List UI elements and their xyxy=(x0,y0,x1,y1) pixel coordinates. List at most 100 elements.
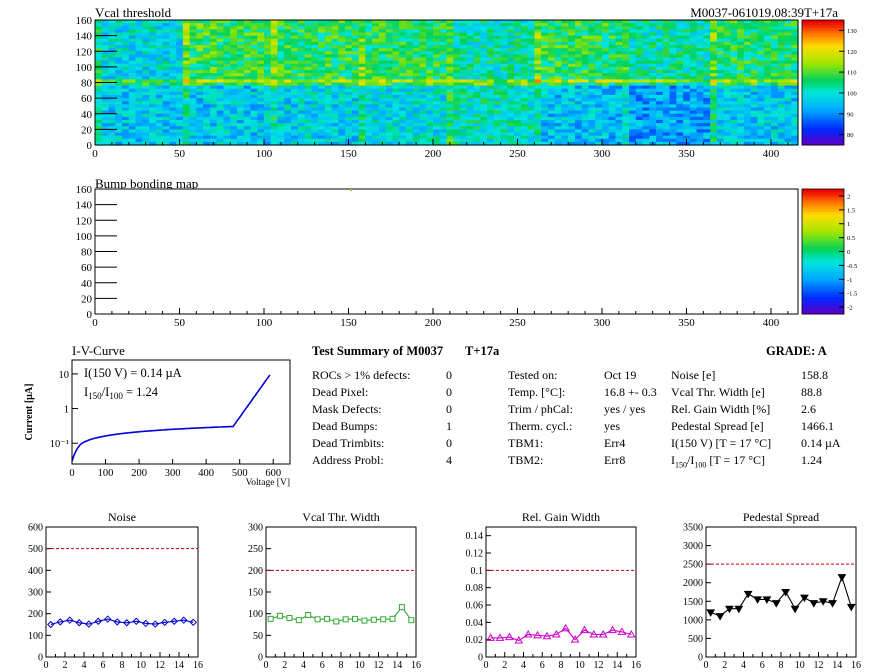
summary-point xyxy=(570,635,580,643)
summary-x-tick-label: 0 xyxy=(264,660,269,671)
map-y-tick-label: 0 xyxy=(87,309,93,321)
summary-x-tick-label: 16 xyxy=(193,660,203,671)
summary-point xyxy=(762,596,772,604)
summary-point xyxy=(725,605,734,614)
summary-point xyxy=(608,625,617,634)
summary-chart-frame xyxy=(265,526,417,658)
summary-value: 2.6 xyxy=(801,402,816,416)
summary-series-line xyxy=(490,627,632,642)
summary-point xyxy=(846,603,856,612)
summary-y-tick-label: 0.12 xyxy=(466,549,484,560)
summary-x-tick-label: 14 xyxy=(392,660,402,671)
iv-title: I-V-Curve xyxy=(72,343,125,358)
map-y-tick-label: 60 xyxy=(81,93,93,105)
summary-y-tick-label: 0.02 xyxy=(466,635,484,646)
bump-map-frame xyxy=(94,188,799,315)
summary-label: Noise [e] xyxy=(671,368,716,382)
map-y-tick-label: 20 xyxy=(81,124,93,136)
iv-xlabel: Voltage [V] xyxy=(246,478,290,488)
summary-y-tick-label: 600 xyxy=(28,523,43,534)
summary-point xyxy=(380,616,387,623)
summary-label: Therm. cycl.: xyxy=(508,419,573,433)
summary-x-tick-label: 6 xyxy=(760,660,765,671)
map-y-tick-label: 160 xyxy=(76,184,93,196)
summary-point xyxy=(47,620,55,629)
summary-point xyxy=(277,612,284,619)
iv-y-tick-label: 1 xyxy=(64,405,69,416)
summary-y-tick-label: 100 xyxy=(28,631,43,642)
summary-point xyxy=(286,615,293,621)
bump-bonding-panel: Bump bonding map 0 50 100 150 200 250 300 350 40… xyxy=(0,172,896,332)
summary-chart-0: Noise 0 100 200 300 400 500 600 0 2 4 6 8 10 12 14 16 xyxy=(28,510,203,671)
vcal-map-title: Vcal threshold xyxy=(95,5,172,20)
summary-value: yes xyxy=(604,419,620,433)
bump-map-title: Bump bonding map xyxy=(95,176,198,191)
summary-x-tick-label: 6 xyxy=(320,660,325,671)
summary-label: I(150 V) [T = 17 °C] xyxy=(671,436,772,450)
summary-point xyxy=(180,616,188,624)
map-x-tick-label: 300 xyxy=(594,148,611,160)
iv-y-tick-label: 10⁻¹ xyxy=(50,439,69,450)
summary-y-tick-label: 300 xyxy=(28,588,43,599)
summary-x-tick-label: 8 xyxy=(339,660,344,671)
palette-label: -2 xyxy=(847,305,852,312)
summary-point xyxy=(753,596,762,604)
summary-x-tick-label: 4 xyxy=(301,660,306,671)
palette-label: 1.5 xyxy=(847,207,855,214)
summary-y-tick-label: 0.08 xyxy=(466,583,484,594)
summary-point xyxy=(132,617,140,625)
summary-value: Err8 xyxy=(604,453,626,467)
summary-y-tick-label: 1500 xyxy=(683,597,703,608)
summary-x-tick-label: 6 xyxy=(540,660,545,671)
summary-x-tick-label: 0 xyxy=(484,660,489,671)
summary-y-tick-label: 200 xyxy=(28,609,43,620)
summary-series-line xyxy=(710,575,852,617)
summary-y-tick-label: 250 xyxy=(248,544,263,555)
module-label: M0037-061019.08:39T+17a xyxy=(690,5,838,20)
summary-point xyxy=(495,633,505,641)
summary-point xyxy=(352,615,359,622)
palette-label: 80 xyxy=(847,132,854,139)
summary-point xyxy=(828,600,837,608)
map-x-tick-label: 350 xyxy=(678,317,695,329)
summary-label: I150/I100 [T = 17 °C] xyxy=(671,453,766,470)
summary-chart-1: Vcal Thr. Width 0 50 100 150 200 250 300 0 2 4 6 8 10… xyxy=(248,510,421,671)
summary-label: Dead Trimbits: xyxy=(312,436,385,450)
summary-y-tick-label: 200 xyxy=(248,566,263,577)
map-y-tick-label: 120 xyxy=(76,46,93,58)
map-x-tick-label: 300 xyxy=(594,317,611,329)
summary-x-tick-label: 2 xyxy=(282,660,287,671)
summary-point xyxy=(85,620,93,628)
iv-x-tick-label: 0 xyxy=(69,468,74,479)
summary-series-line xyxy=(50,618,194,626)
summary-temp: T+17a xyxy=(465,344,500,358)
summary-y-tick-label: 100 xyxy=(248,609,263,620)
summary-grade: GRADE: A xyxy=(766,344,827,358)
summary-point xyxy=(837,574,847,582)
summary-value: 158.8 xyxy=(801,368,828,382)
summary-y-tick-label: 0.04 xyxy=(466,618,484,629)
summary-x-tick-label: 8 xyxy=(120,660,125,671)
summary-x-tick-label: 14 xyxy=(612,660,622,671)
summary-point xyxy=(809,600,819,608)
summary-y-tick-label: 3500 xyxy=(683,523,703,534)
palette-label: 100 xyxy=(847,90,857,97)
summary-chart-frame xyxy=(705,526,857,658)
summary-point xyxy=(342,616,349,623)
summary-value: 0.14 µA xyxy=(801,436,841,450)
summary-value: 0 xyxy=(446,385,452,399)
palette-label: 120 xyxy=(847,49,857,56)
iv-x-tick-label: 400 xyxy=(198,468,214,479)
iv-ylabel: Current [µA] xyxy=(24,384,35,441)
summary-y-tick-label: 500 xyxy=(28,544,43,555)
summary-series-line xyxy=(270,606,412,623)
summary-x-tick-label: 4 xyxy=(521,660,526,671)
summary-point xyxy=(580,625,589,634)
summary-point xyxy=(56,618,64,626)
summary-label: Tested on: xyxy=(508,368,558,382)
summary-x-tick-label: 14 xyxy=(832,660,842,671)
summary-value: 88.8 xyxy=(801,385,822,399)
summary-point xyxy=(598,629,608,638)
summary-point xyxy=(523,629,533,638)
map-x-tick-label: 0 xyxy=(92,148,98,160)
